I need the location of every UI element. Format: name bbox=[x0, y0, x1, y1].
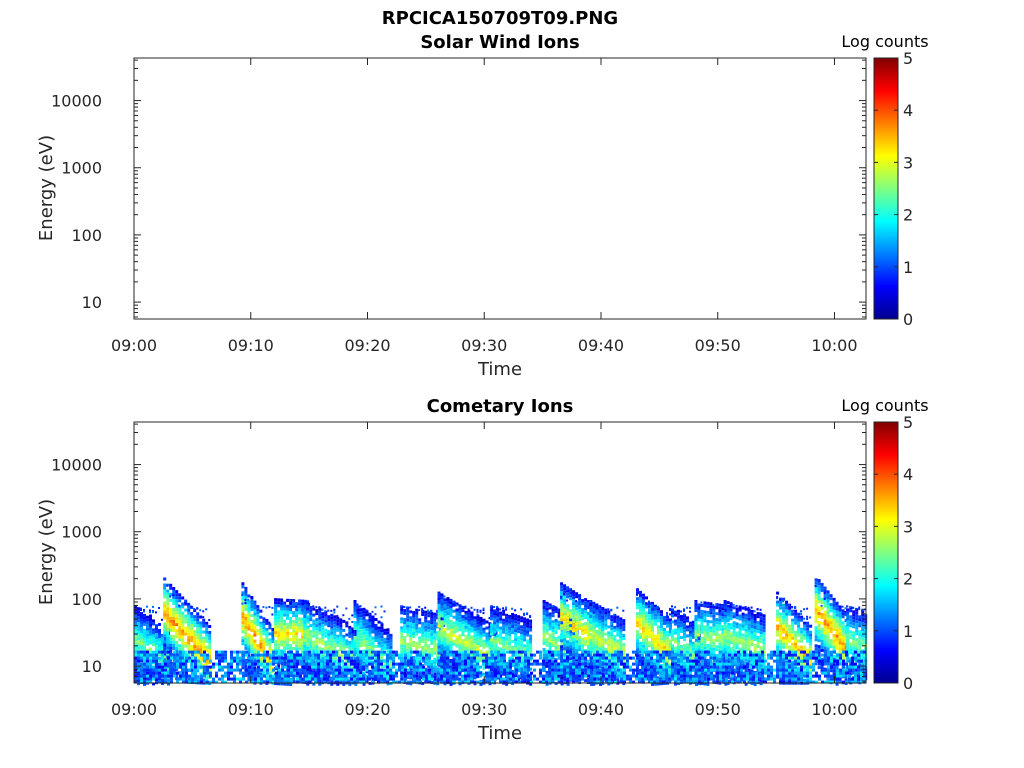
x-axis-label: Time bbox=[477, 723, 522, 744]
y-tick-label: 1000 bbox=[61, 159, 102, 178]
y-tick-label: 100 bbox=[71, 590, 102, 609]
colorbar-tick-label: 5 bbox=[903, 49, 913, 68]
colorbar-tick-label: 5 bbox=[903, 413, 913, 432]
x-tick-labels: 09:00 09:10 09:20 09:30 09:40 09:50 10:00 bbox=[111, 700, 858, 719]
y-tick-label: 1000 bbox=[61, 523, 102, 542]
y-tick-label: 100 bbox=[71, 226, 102, 245]
colorbar-tick-label: 4 bbox=[903, 465, 913, 484]
colorbar bbox=[873, 57, 899, 320]
x-tick-label: 09:40 bbox=[578, 336, 624, 355]
y-axis-label: Energy (eV) bbox=[36, 499, 57, 605]
x-tick-labels: 09:00 09:10 09:20 09:30 09:40 09:50 10:00 bbox=[111, 336, 858, 355]
y-tick-label: 10000 bbox=[51, 456, 102, 475]
y-tick-label: 10 bbox=[82, 657, 102, 676]
colorbar-tick-label: 2 bbox=[903, 570, 913, 589]
x-tick-label: 09:10 bbox=[228, 700, 274, 719]
colorbar-tick-label: 4 bbox=[903, 101, 913, 120]
y-tick-labels: 10 100 1000 10000 bbox=[51, 456, 102, 677]
colorbar-tick-label: 1 bbox=[903, 258, 913, 277]
y-tick-labels: 10 100 1000 10000 bbox=[51, 92, 102, 313]
x-tick-label: 09:50 bbox=[695, 700, 741, 719]
x-tick-label: 09:30 bbox=[461, 700, 507, 719]
x-tick-label: 09:00 bbox=[111, 700, 157, 719]
x-tick-label: 09:10 bbox=[228, 336, 274, 355]
colorbar-ticks: 0 1 2 3 4 5 bbox=[874, 49, 913, 329]
colorbar-tick-label: 0 bbox=[903, 310, 913, 329]
x-tick-label: 09:20 bbox=[344, 700, 390, 719]
x-tick-label: 09:20 bbox=[344, 336, 390, 355]
colorbar-tick-label: 3 bbox=[903, 517, 913, 536]
low-energy-band bbox=[134, 650, 866, 684]
x-tick-label: 09:50 bbox=[695, 336, 741, 355]
plot-axes bbox=[133, 421, 867, 684]
x-axis-label: Time bbox=[477, 359, 522, 380]
x-tick-label: 09:30 bbox=[461, 336, 507, 355]
ion-burst bbox=[814, 578, 848, 686]
colorbar-tick-label: 0 bbox=[903, 674, 913, 693]
panel-cometary-ions: Cometary Ions 09:00 09:10 09:20 09:30 09:40 0… bbox=[36, 396, 929, 744]
y-axis-label: Energy (eV) bbox=[36, 135, 57, 241]
x-tick-label: 10:00 bbox=[811, 336, 857, 355]
panel-title: Solar Wind Ions bbox=[420, 32, 579, 53]
colorbar-tick-label: 1 bbox=[903, 622, 913, 641]
colorbar-tick-label: 2 bbox=[903, 206, 913, 225]
panel-solar-wind-ions: Solar Wind Ions 09:00 09:10 09:20 09:30 09:4… bbox=[36, 32, 929, 380]
colorbar-tick-label: 3 bbox=[903, 153, 913, 172]
colorbar-label: Log counts bbox=[841, 396, 928, 415]
heatmap-area bbox=[134, 577, 868, 686]
panel-title: Cometary Ions bbox=[427, 396, 574, 417]
y-tick-label: 10 bbox=[82, 293, 102, 312]
x-tick-label: 09:00 bbox=[111, 336, 157, 355]
x-tick-label: 10:00 bbox=[811, 700, 857, 719]
plot-axes bbox=[133, 57, 867, 320]
y-tick-label: 10000 bbox=[51, 92, 102, 111]
figure-title: RPCICA150709T09.PNG bbox=[382, 8, 618, 29]
colorbar bbox=[873, 421, 899, 684]
colorbar-ticks: 0 1 2 3 4 5 bbox=[874, 413, 913, 693]
colorbar-label: Log counts bbox=[841, 32, 928, 51]
x-tick-label: 09:40 bbox=[578, 700, 624, 719]
